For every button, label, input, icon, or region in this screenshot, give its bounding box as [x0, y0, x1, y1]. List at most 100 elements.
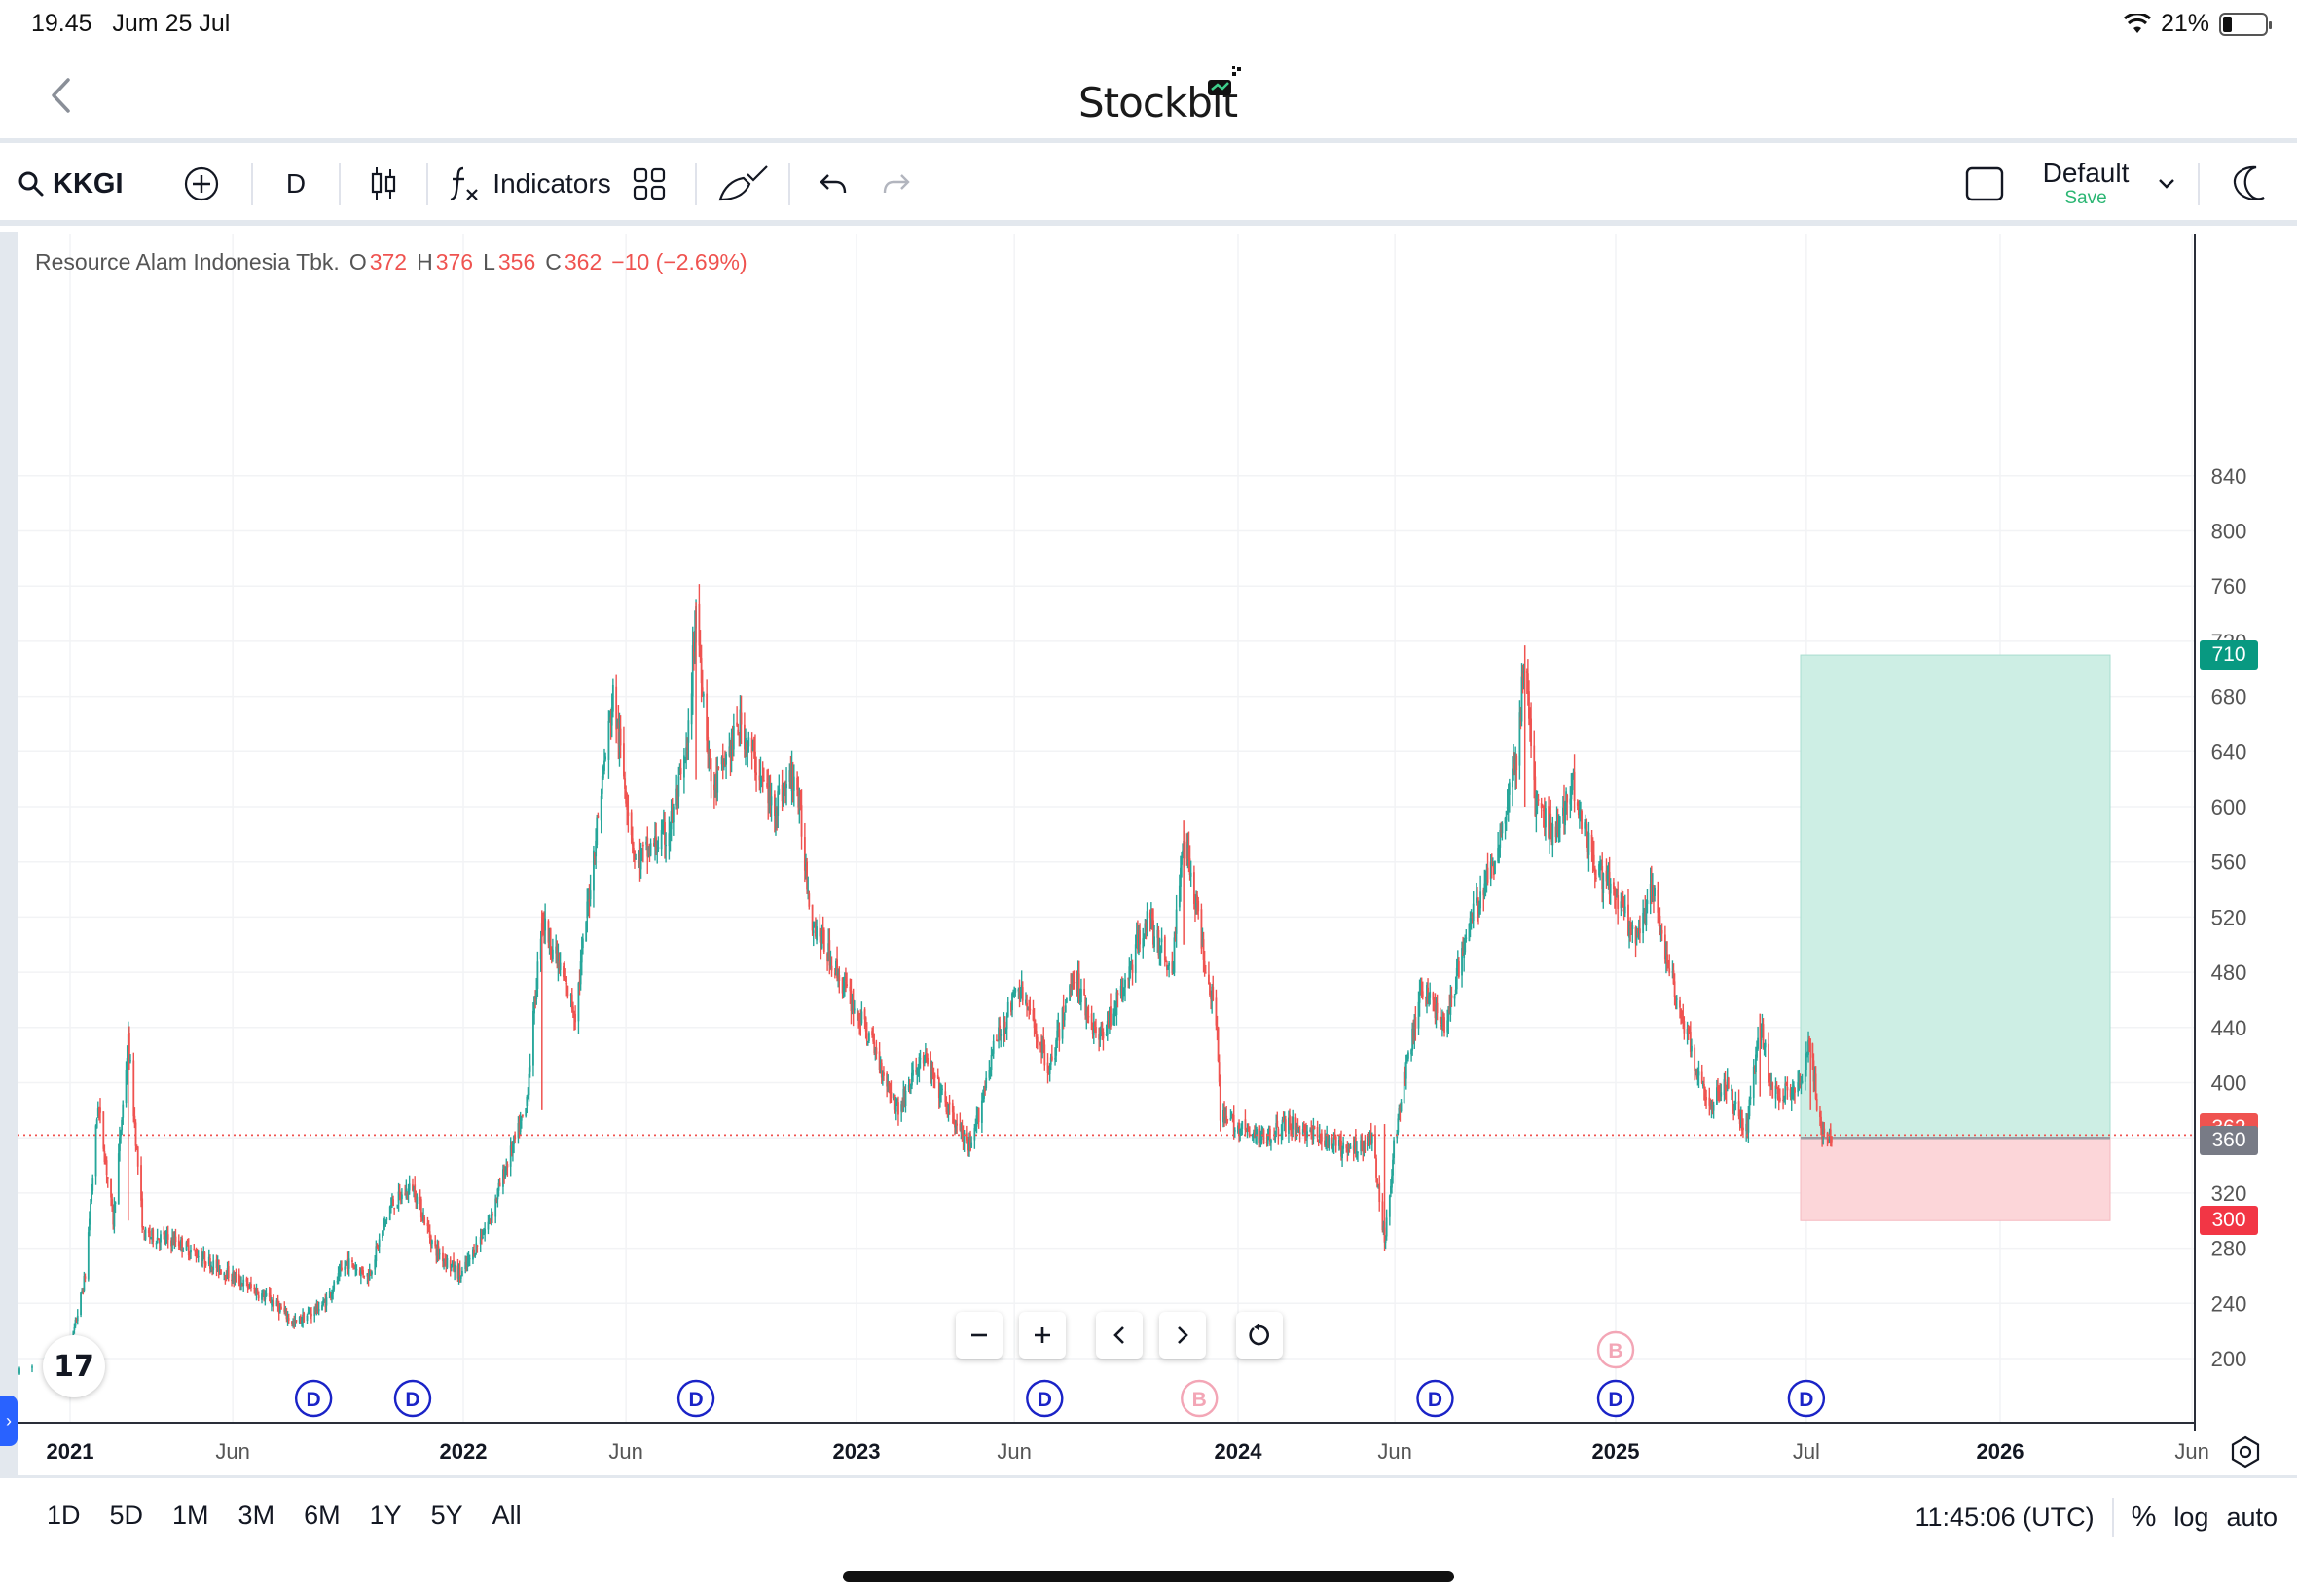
- candle: [1612, 882, 1615, 889]
- chart-type-button[interactable]: [354, 157, 413, 211]
- scroll-left-button[interactable]: [1096, 1312, 1143, 1359]
- candle: [776, 813, 778, 815]
- back-button[interactable]: [39, 70, 82, 121]
- templates-button[interactable]: [617, 157, 681, 211]
- candle: [383, 1219, 386, 1226]
- candle: [1064, 1005, 1067, 1013]
- compare-button[interactable]: [165, 157, 237, 211]
- candle: [1712, 1104, 1715, 1111]
- undo-button[interactable]: [804, 157, 862, 211]
- range-button-1m[interactable]: 1M: [172, 1501, 209, 1530]
- candle: [401, 1194, 403, 1200]
- candle: [207, 1256, 210, 1264]
- candle: [1259, 1138, 1262, 1143]
- layout-dropdown[interactable]: [2151, 157, 2182, 211]
- zoom-in-button[interactable]: [1019, 1312, 1066, 1359]
- candle: [603, 760, 605, 771]
- candle: [1550, 837, 1553, 842]
- layout-save-link[interactable]: Save: [2064, 187, 2107, 208]
- candle: [548, 928, 551, 942]
- zoom-out-button[interactable]: [956, 1312, 1003, 1359]
- candle: [1606, 875, 1609, 879]
- candle: [170, 1240, 172, 1247]
- candle: [1764, 1042, 1767, 1048]
- chart-settings-button[interactable]: [2226, 1433, 2265, 1471]
- candle: [1701, 1084, 1704, 1087]
- candle: [1807, 1039, 1809, 1055]
- candle: [1506, 807, 1509, 809]
- candle: [362, 1270, 364, 1276]
- candle: [1084, 997, 1087, 1016]
- target-price-tag: 710: [2200, 640, 2258, 671]
- candle: [931, 1067, 934, 1073]
- range-button-1y[interactable]: 1Y: [369, 1501, 402, 1530]
- redo-button[interactable]: [862, 157, 930, 211]
- candle: [1332, 1137, 1335, 1146]
- candle: [930, 1062, 932, 1079]
- range-button-all[interactable]: All: [492, 1501, 522, 1530]
- symbol-search-button[interactable]: KKGI: [0, 157, 165, 211]
- side-panel-toggle[interactable]: ›: [0, 1396, 18, 1446]
- theme-toggle[interactable]: [2225, 157, 2272, 211]
- candle: [930, 1070, 933, 1078]
- log-scale-toggle[interactable]: log: [2173, 1502, 2209, 1532]
- candle: [785, 784, 787, 789]
- interval-button[interactable]: D: [267, 157, 325, 211]
- candle: [1011, 993, 1013, 1011]
- candle: [324, 1300, 327, 1308]
- candle: [1642, 912, 1645, 934]
- candle: [783, 782, 785, 793]
- undo-icon: [820, 174, 847, 194]
- chart-area[interactable]: 200 240 280 320 360 400 440 480 520 560 600 640 680 7…: [0, 232, 2297, 1475]
- range-button-6m[interactable]: 6M: [304, 1501, 341, 1530]
- range-button-3m[interactable]: 3M: [237, 1501, 275, 1530]
- auto-scale-toggle[interactable]: auto: [2226, 1502, 2278, 1532]
- candle: [806, 861, 808, 890]
- candle: [1462, 950, 1465, 956]
- candle: [165, 1233, 168, 1236]
- candle: [201, 1258, 204, 1261]
- price-chart[interactable]: 200 240 280 320 360 400 440 480 520 560 600 640 680 7…: [0, 232, 2297, 1475]
- candle: [1265, 1141, 1268, 1143]
- candle: [1659, 915, 1661, 928]
- candle: [1209, 983, 1211, 996]
- candle: [504, 1170, 507, 1178]
- candle: [1428, 995, 1431, 1003]
- candle: [699, 650, 702, 658]
- candle: [1326, 1135, 1329, 1143]
- candle: [378, 1239, 381, 1247]
- candle: [397, 1191, 400, 1204]
- candle: [366, 1273, 369, 1277]
- range-button-5d[interactable]: 5D: [109, 1501, 144, 1530]
- candle: [110, 1178, 112, 1198]
- candle: [933, 1074, 936, 1078]
- utc-clock[interactable]: 11:45:06 (UTC): [1914, 1502, 2095, 1532]
- drawing-tools-button[interactable]: [711, 157, 775, 211]
- candle: [1120, 987, 1123, 998]
- redo-icon: [883, 174, 910, 194]
- candle: [1551, 823, 1554, 846]
- candle: [799, 795, 802, 809]
- layout-selector[interactable]: Default Save: [2032, 157, 2139, 211]
- candle: [1774, 1085, 1777, 1099]
- stop-zone: [1800, 1137, 2111, 1221]
- candle: [1210, 996, 1212, 999]
- candle: [1032, 1009, 1035, 1021]
- candle: [725, 754, 727, 765]
- indicators-button[interactable]: Indicators: [442, 157, 617, 211]
- tradingview-logo[interactable]: 17: [43, 1335, 105, 1397]
- candle: [1337, 1140, 1340, 1146]
- fullscreen-button[interactable]: [1962, 157, 2007, 211]
- candle: [1173, 937, 1176, 973]
- event-marker-label: B: [1192, 1389, 1207, 1411]
- percent-scale-toggle[interactable]: %: [2131, 1501, 2157, 1533]
- candle: [654, 836, 656, 848]
- scroll-right-button[interactable]: [1159, 1312, 1206, 1359]
- candle: [303, 1313, 306, 1323]
- candle: [1569, 798, 1572, 805]
- range-button-1d[interactable]: 1D: [47, 1501, 81, 1530]
- candle: [1813, 1075, 1816, 1082]
- reset-chart-button[interactable]: [1236, 1312, 1283, 1359]
- range-button-5y[interactable]: 5Y: [430, 1501, 463, 1530]
- candle: [645, 841, 648, 845]
